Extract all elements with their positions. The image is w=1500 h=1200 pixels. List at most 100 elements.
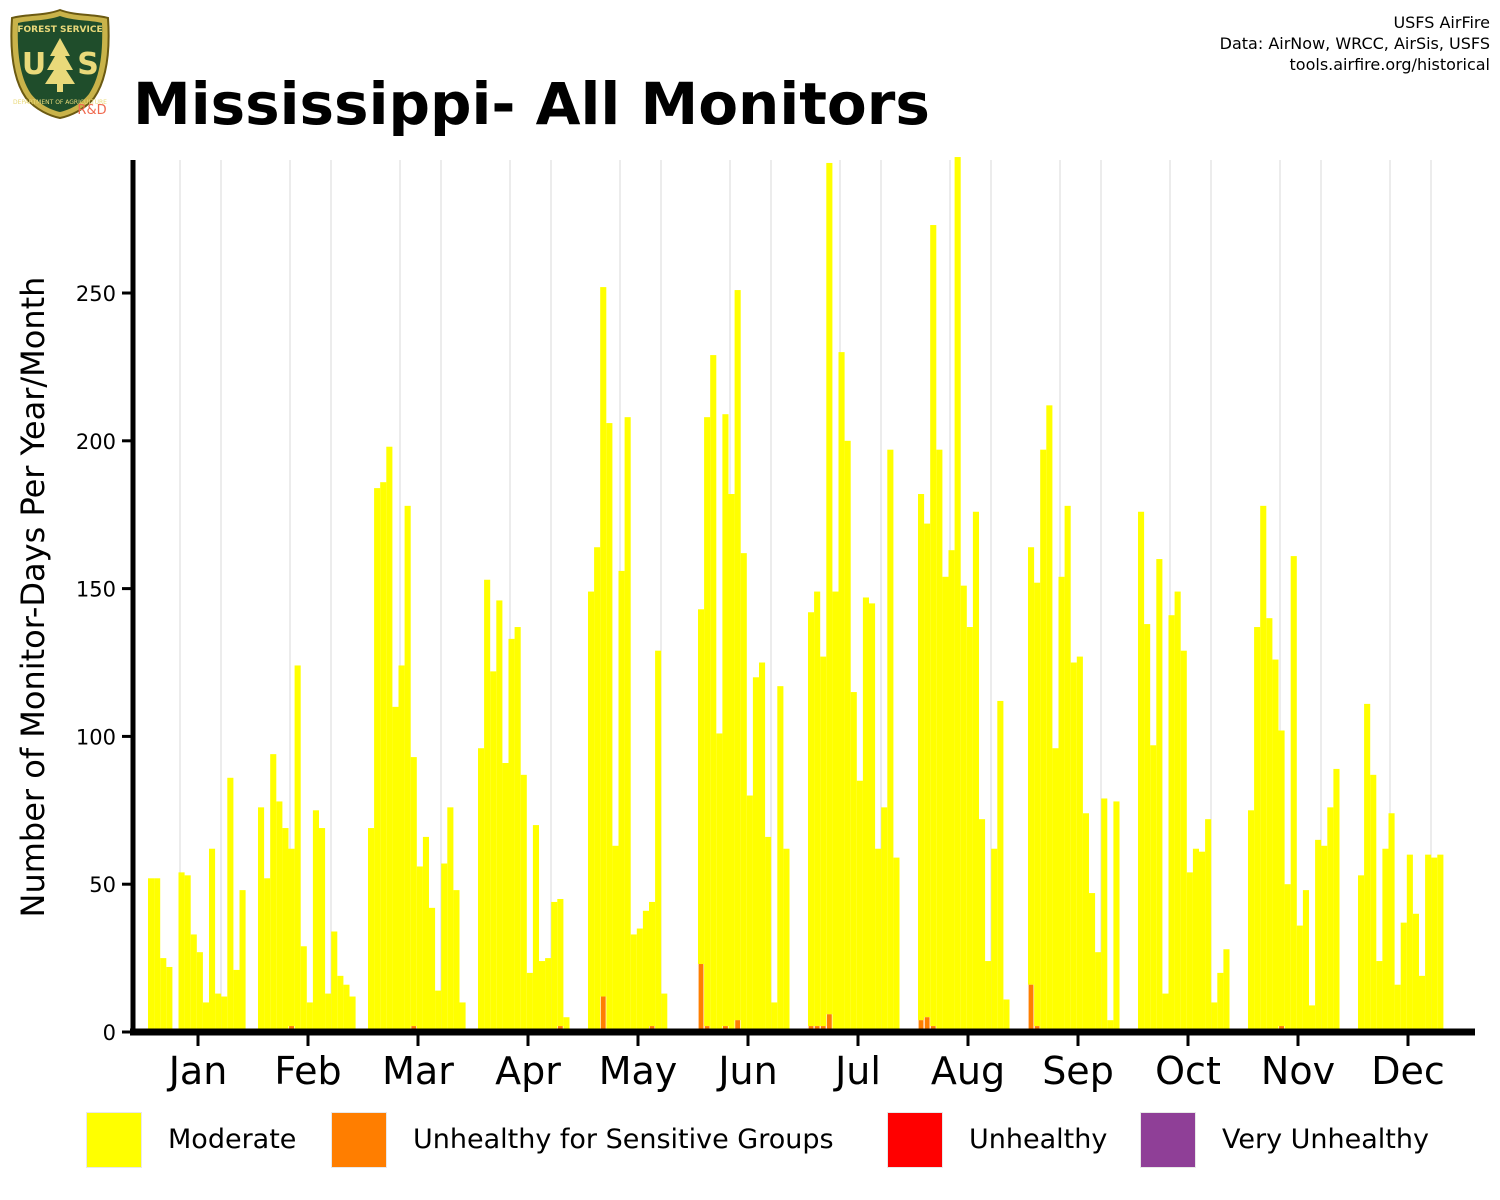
- bar-moderate: [1089, 893, 1096, 1032]
- bar-moderate: [447, 807, 454, 1032]
- bar-moderate: [422, 836, 429, 1032]
- bar-moderate: [1376, 961, 1383, 1032]
- bar-moderate: [282, 828, 289, 1032]
- bar-moderate: [783, 848, 790, 1032]
- bar-moderate: [239, 890, 246, 1032]
- bar-moderate: [991, 848, 998, 1032]
- bar-moderate: [814, 591, 821, 1027]
- bar-moderate: [1211, 1002, 1218, 1032]
- bar-moderate: [1437, 854, 1444, 1032]
- bar-moderate: [380, 482, 387, 1032]
- bar-moderate: [954, 157, 961, 1032]
- bar-moderate: [300, 946, 307, 1032]
- bar-moderate: [1248, 810, 1255, 1032]
- bar-moderate: [1070, 662, 1077, 1032]
- bar-moderate: [1162, 993, 1169, 1032]
- bar-moderate: [734, 290, 741, 1021]
- bar-moderate: [1431, 857, 1438, 1032]
- bar-moderate: [563, 1017, 570, 1032]
- bar-moderate: [1168, 615, 1175, 1032]
- bar-moderate: [508, 638, 515, 1032]
- bar-moderate: [154, 878, 161, 1032]
- bar-moderate: [227, 777, 234, 1032]
- bar-moderate: [1199, 851, 1206, 1032]
- bar-moderate: [306, 1002, 313, 1032]
- bar-moderate: [844, 440, 851, 1032]
- bar-moderate: [887, 449, 894, 1032]
- bar-moderate: [416, 866, 423, 1032]
- bar-moderate: [166, 966, 173, 1032]
- bar-moderate: [349, 996, 356, 1032]
- bar-moderate: [478, 748, 485, 1032]
- bar-moderate: [484, 579, 491, 1032]
- bar-moderate: [728, 494, 735, 1032]
- bar-moderate: [777, 686, 784, 1032]
- bar-moderate: [270, 754, 277, 1032]
- legend-label-unhealthy: Unhealthy: [969, 1124, 1108, 1155]
- legend-label-very-unhealthy: Very Unhealthy: [1222, 1124, 1429, 1155]
- bar-moderate: [1003, 999, 1010, 1032]
- x-axis-ticks: Jan Feb Mar Apr May Jun Jul Aug Sep Oct Nov Dec: [167, 1035, 1445, 1093]
- y-tick-label: 100: [76, 725, 116, 749]
- bar-moderate: [233, 969, 240, 1032]
- bar-moderate: [319, 828, 326, 1032]
- bar-moderate: [1150, 745, 1157, 1032]
- bar-moderate: [459, 1002, 466, 1032]
- axes: [130, 160, 1475, 1036]
- bar-moderate: [1364, 703, 1371, 1032]
- bar-moderate: [722, 414, 729, 1027]
- bar-moderate: [1058, 576, 1065, 1032]
- x-tick-label: Dec: [1371, 1049, 1445, 1093]
- bar-moderate: [630, 934, 637, 1032]
- bar-moderate: [594, 547, 601, 1032]
- bar-moderate: [502, 763, 509, 1032]
- bar-moderate: [746, 795, 753, 1032]
- bar-moderate: [1370, 774, 1377, 1032]
- bar-moderate: [1046, 405, 1053, 1032]
- bar-usg: [735, 1020, 741, 1032]
- bar-moderate: [148, 878, 155, 1032]
- bar-moderate: [410, 757, 417, 1027]
- svg-text:R&D: R&D: [77, 103, 106, 118]
- bar-moderate: [1205, 819, 1212, 1032]
- bar-moderate: [655, 650, 662, 1032]
- bar-moderate: [264, 878, 271, 1032]
- bar-moderate: [209, 848, 216, 1032]
- y-tick-label: 150: [76, 578, 116, 602]
- bar-moderate: [325, 993, 332, 1032]
- bar-moderate: [820, 656, 827, 1027]
- bar-moderate: [178, 872, 185, 1032]
- legend-label-moderate: Moderate: [168, 1124, 297, 1155]
- x-tick-label: Sep: [1042, 1049, 1114, 1093]
- bar-moderate: [1425, 854, 1432, 1032]
- x-tick-label: Oct: [1155, 1049, 1221, 1093]
- bar-moderate: [539, 961, 546, 1032]
- bar-moderate: [740, 553, 747, 1032]
- x-tick-label: Feb: [274, 1049, 341, 1093]
- bar-moderate: [979, 819, 986, 1032]
- bar-moderate: [490, 671, 497, 1032]
- bar-moderate: [294, 665, 301, 1032]
- bar-moderate: [624, 417, 631, 1032]
- x-tick-label: Jul: [833, 1049, 881, 1093]
- bar-moderate: [588, 591, 595, 1032]
- bar-moderate: [1260, 505, 1267, 1032]
- bar-moderate: [1034, 582, 1041, 1027]
- bar-moderate: [1412, 913, 1419, 1032]
- bar-moderate: [1040, 449, 1047, 1032]
- bar-moderate: [429, 907, 436, 1032]
- bar-moderate: [160, 958, 167, 1032]
- bar-moderate: [343, 984, 350, 1032]
- bar-moderate: [985, 961, 992, 1032]
- bar-moderate: [875, 848, 882, 1032]
- bar-moderate: [1302, 890, 1309, 1032]
- gridlines: [179, 160, 1432, 1032]
- legend-swatch-moderate: [86, 1112, 142, 1168]
- bar-moderate: [649, 901, 656, 1027]
- bar-moderate: [924, 523, 931, 1018]
- bar-moderate: [312, 810, 319, 1032]
- bar-usg: [924, 1017, 930, 1032]
- bar-moderate: [258, 807, 265, 1032]
- bar-moderate: [832, 591, 839, 1032]
